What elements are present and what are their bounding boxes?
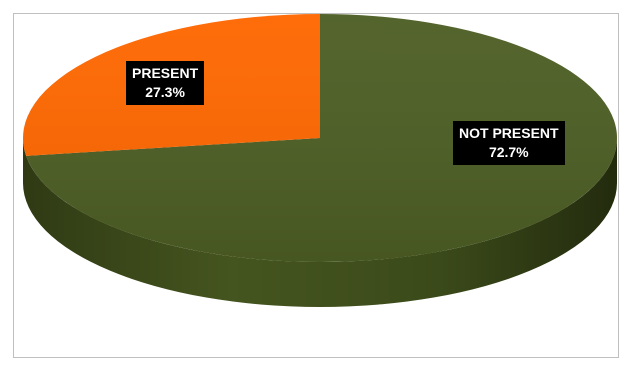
data-label-present-category: PRESENT xyxy=(132,65,199,81)
data-label-not-present-category: NOT PRESENT xyxy=(459,125,559,141)
data-label-not-present: NOT PRESENT 72.7% xyxy=(453,121,565,165)
pie-chart xyxy=(23,14,618,307)
data-label-not-present-value: 72.7% xyxy=(488,144,529,160)
data-label-present: PRESENT 27.3% xyxy=(126,61,205,105)
pie-side-wall xyxy=(23,138,617,307)
chart-area: PRESENT 27.3% NOT PRESENT 72.7% xyxy=(13,13,619,358)
data-label-present-value: 27.3% xyxy=(145,84,185,100)
